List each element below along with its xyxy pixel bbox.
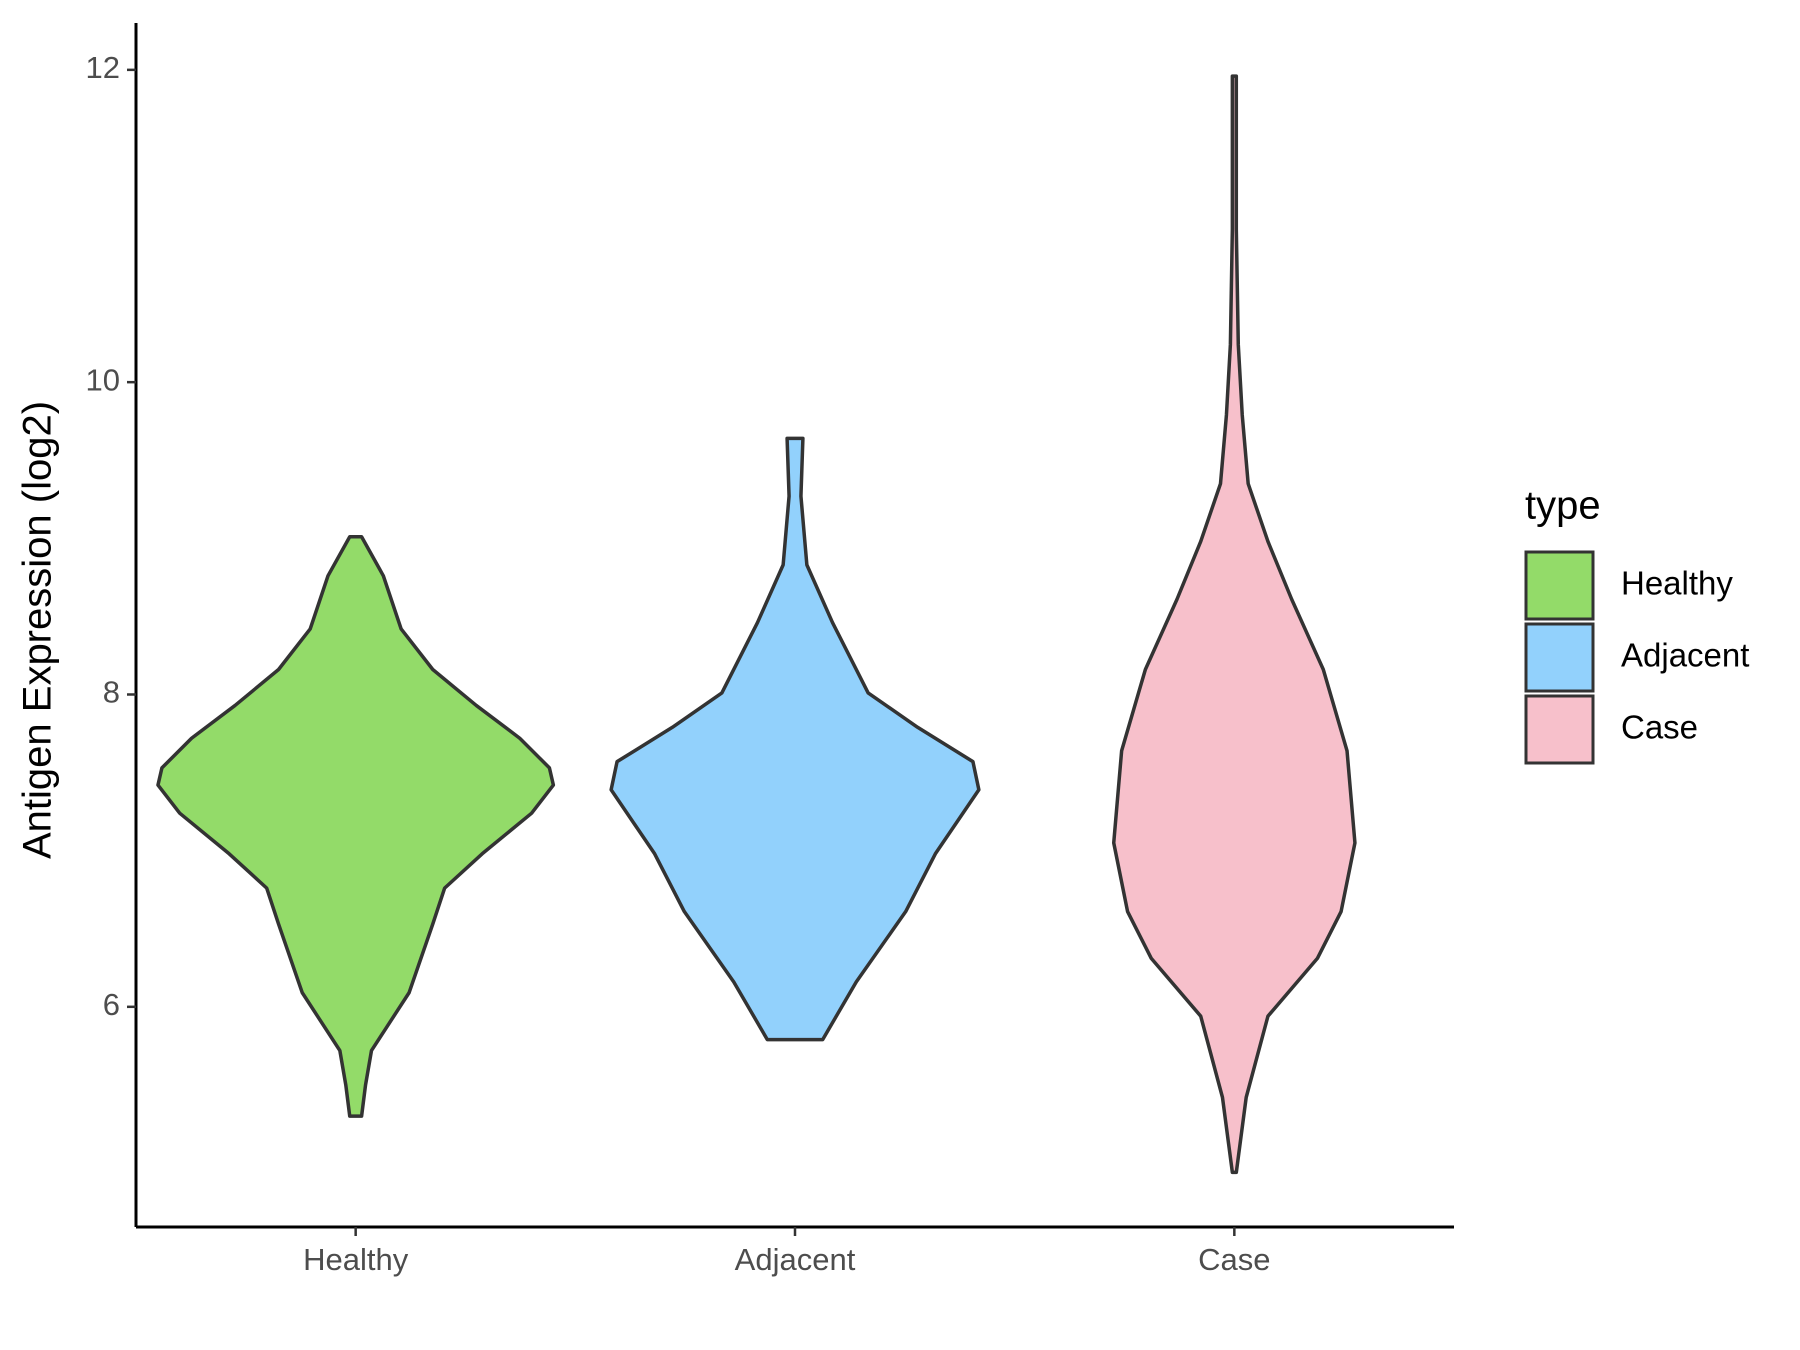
y-tick-label: 10	[86, 362, 120, 397]
legend-label: Healthy	[1621, 565, 1733, 602]
legend-key	[1524, 622, 1595, 693]
legend-title: type	[1525, 484, 1601, 528]
legend-label: Adjacent	[1621, 637, 1749, 674]
y-tick-label: 12	[86, 50, 120, 85]
violin	[156, 535, 556, 1118]
legend-label: Case	[1621, 709, 1698, 746]
legend-key	[1524, 550, 1595, 621]
violin	[609, 436, 981, 1042]
x-tick-label: Adjacent	[735, 1242, 856, 1277]
legend-key	[1524, 694, 1595, 765]
y-tick-label: 6	[103, 987, 120, 1022]
x-tick-label: Case	[1198, 1242, 1270, 1277]
violin	[1111, 74, 1357, 1175]
x-tick-label: Healthy	[303, 1242, 409, 1277]
y-axis-title: Antigen Expression (log2)	[16, 401, 60, 859]
y-tick-label: 8	[103, 675, 120, 710]
